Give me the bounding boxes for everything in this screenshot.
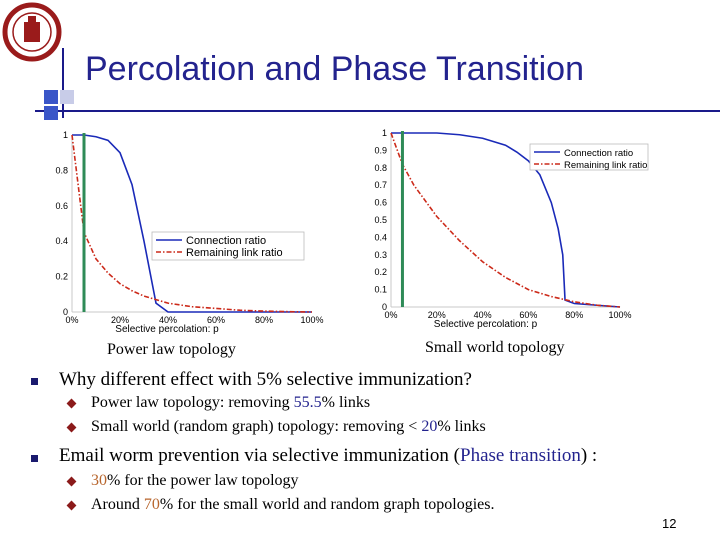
bullet-1-sub-2-part: Small world (random graph) topology: rem…	[91, 418, 422, 435]
chart-small-world-ytick-label: 0.4	[374, 232, 387, 242]
chart-power-law-xtick-label: 40%	[159, 315, 177, 325]
decor-square	[44, 106, 58, 120]
chart-small-world-ytick-label: 0	[382, 302, 387, 312]
chart-small-world-legend-label: Remaining link ratio	[564, 160, 647, 171]
bullet-1-sub-1: Power law topology: removing 55.5% links	[91, 394, 370, 412]
bullet-2-part: ) :	[580, 445, 598, 466]
bullet-square	[31, 378, 38, 385]
chart-power-law-legend-label: Connection ratio	[186, 235, 266, 247]
chart-small-world-legend-label: Connection ratio	[564, 148, 633, 159]
chart-small-world-xtick-label: 60%	[519, 310, 537, 320]
bullet-1-sub-2-part: % links	[437, 418, 486, 435]
chart-small-world-ytick-label: 0.1	[374, 285, 387, 295]
chart-small-world-ytick-label: 0.8	[374, 163, 387, 173]
decor-square	[44, 90, 58, 104]
chart-small-world-ytick-label: 1	[382, 128, 387, 138]
chart-small-world-xtick-label: 0%	[384, 310, 397, 320]
chart-power-law-ytick-label: 0.4	[55, 236, 68, 246]
chart-power-law-xtick-label: 80%	[255, 315, 273, 325]
bullet-1-sub-2: Small world (random graph) topology: rem…	[91, 418, 486, 436]
chart-power-law-legend-label: Remaining link ratio	[186, 247, 283, 259]
bullet-2-sub-2: Around 70% for the small world and rando…	[91, 496, 494, 514]
university-seal-logo	[2, 2, 62, 62]
chart-power-law-xtick-label: 100%	[300, 315, 323, 325]
chart-power-law-xtick-label: 60%	[207, 315, 225, 325]
bullet-2-sub-1-part: % for the power law topology	[107, 472, 299, 489]
bullet-1-sub-1-part: % links	[321, 394, 371, 411]
chart-small-world-ytick-label: 0.3	[374, 250, 387, 260]
bullet-2-part: Email worm prevention via selective immu…	[59, 445, 460, 466]
chart-small-world-ytick-label: 0.9	[374, 145, 387, 155]
chart-small-world-xtick-label: 20%	[428, 310, 446, 320]
chart-small-world-ytick-label: 0.5	[374, 215, 387, 225]
chart-small-world-ytick-label: 0.7	[374, 180, 387, 190]
chart-small-world-x-label: Selective percolation: p	[434, 319, 538, 330]
bullet-1-sub-1-part: Power law topology: removing	[91, 394, 294, 411]
chart-small-world-legend-box	[529, 143, 649, 171]
chart-power-law-x-label: Selective percolation: p	[115, 324, 219, 335]
chart-power-law-series-connection-ratio	[72, 134, 312, 313]
decor-square	[60, 90, 74, 104]
chart-small-world-xtick-label: 80%	[565, 310, 583, 320]
chart-small-world-series-remaining-link-ratio	[390, 132, 621, 308]
chart-small-world-ytick-label: 0.2	[374, 267, 387, 277]
bullet-1-text: Why different effect with 5% selective i…	[59, 369, 472, 390]
chart-small-world-xtick-label: 100%	[608, 310, 631, 320]
title-rule-horizontal	[35, 110, 720, 112]
chart-power-law-series-remaining-link-ratio	[71, 134, 313, 313]
chart-small-world-ytick-label: 0.6	[374, 198, 387, 208]
bullet-2-text: Email worm prevention via selective immu…	[59, 445, 597, 467]
chart-small-world-xtick-label: 40%	[474, 310, 492, 320]
bullet-1-sub-1-part: 55.5	[293, 394, 322, 411]
chart-power-law-ytick-label: 0.2	[55, 272, 68, 282]
bullet-1-sub-2-part: 20	[421, 418, 438, 435]
chart-power-law-ytick-label: 0	[63, 307, 68, 317]
chart-power-law-ytick-label: 0.6	[55, 201, 68, 211]
bullet-2-part: Phase transition	[460, 445, 581, 466]
chart-power-law-xtick-label: 0%	[65, 315, 78, 325]
bullet-2-sub-1: 30% for the power law topology	[91, 472, 299, 490]
slide-title: Percolation and Phase Transition	[85, 50, 584, 88]
bullet-2-sub-2-part: Around	[91, 496, 144, 513]
bullet-2-sub-1-part: 30	[91, 472, 107, 489]
chart-power-law-legend-box	[151, 231, 305, 261]
title-rule-vertical	[62, 48, 64, 118]
bullet-2-sub-2-part: 70	[143, 496, 160, 513]
chart-power-law-ytick-label: 1	[63, 130, 68, 140]
page-number: 12	[662, 516, 677, 531]
bullet-2-sub-2-part: % for the small world and random graph t…	[159, 496, 495, 513]
caption-power-law: Power law topology	[107, 341, 236, 358]
bullet-square	[31, 455, 38, 462]
caption-small-world: Small world topology	[425, 339, 565, 356]
chart-power-law-xtick-label: 20%	[111, 315, 129, 325]
chart-power-law-ytick-label: 0.8	[55, 165, 68, 175]
